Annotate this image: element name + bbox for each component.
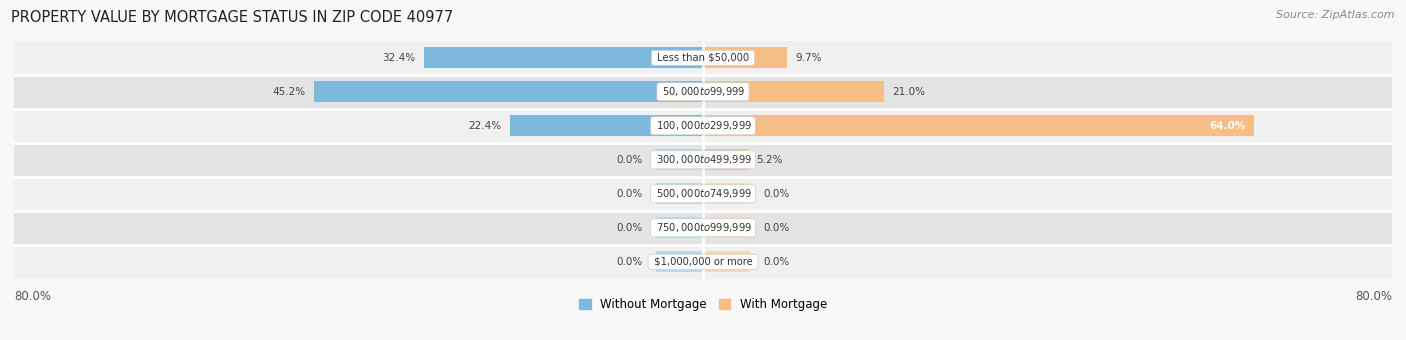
- Text: $50,000 to $99,999: $50,000 to $99,999: [659, 85, 747, 98]
- Text: 0.0%: 0.0%: [616, 155, 643, 165]
- Bar: [703, 149, 748, 170]
- Text: 21.0%: 21.0%: [893, 87, 925, 97]
- Text: $500,000 to $749,999: $500,000 to $749,999: [652, 187, 754, 200]
- Bar: [314, 81, 703, 102]
- Text: 0.0%: 0.0%: [616, 223, 643, 233]
- Bar: [425, 47, 703, 68]
- Text: $1,000,000 or more: $1,000,000 or more: [651, 257, 755, 267]
- Bar: [655, 183, 703, 204]
- Bar: [14, 41, 1392, 75]
- Text: $750,000 to $999,999: $750,000 to $999,999: [652, 221, 754, 234]
- Bar: [703, 115, 1254, 136]
- Text: 22.4%: 22.4%: [468, 121, 502, 131]
- Bar: [14, 211, 1392, 245]
- Text: 45.2%: 45.2%: [271, 87, 305, 97]
- Text: 0.0%: 0.0%: [616, 257, 643, 267]
- Bar: [510, 115, 703, 136]
- Bar: [14, 109, 1392, 143]
- Bar: [14, 143, 1392, 177]
- Text: 0.0%: 0.0%: [763, 257, 790, 267]
- Bar: [655, 217, 703, 238]
- Bar: [703, 47, 786, 68]
- Text: 32.4%: 32.4%: [382, 53, 415, 63]
- Text: Source: ZipAtlas.com: Source: ZipAtlas.com: [1277, 10, 1395, 20]
- Legend: Without Mortgage, With Mortgage: Without Mortgage, With Mortgage: [574, 293, 832, 316]
- Bar: [703, 183, 751, 204]
- Text: 0.0%: 0.0%: [616, 189, 643, 199]
- Bar: [703, 217, 751, 238]
- Text: 9.7%: 9.7%: [796, 53, 821, 63]
- Bar: [655, 149, 703, 170]
- Text: 80.0%: 80.0%: [14, 290, 51, 303]
- Text: 5.2%: 5.2%: [756, 155, 783, 165]
- Text: Less than $50,000: Less than $50,000: [654, 53, 752, 63]
- Bar: [655, 251, 703, 272]
- Text: $300,000 to $499,999: $300,000 to $499,999: [652, 153, 754, 166]
- Bar: [703, 251, 751, 272]
- Bar: [14, 177, 1392, 211]
- Text: 0.0%: 0.0%: [763, 223, 790, 233]
- Bar: [14, 75, 1392, 109]
- Text: PROPERTY VALUE BY MORTGAGE STATUS IN ZIP CODE 40977: PROPERTY VALUE BY MORTGAGE STATUS IN ZIP…: [11, 10, 454, 25]
- Text: $100,000 to $299,999: $100,000 to $299,999: [654, 119, 752, 132]
- Text: 64.0%: 64.0%: [1209, 121, 1246, 131]
- Text: 0.0%: 0.0%: [763, 189, 790, 199]
- Text: 80.0%: 80.0%: [1355, 290, 1392, 303]
- Bar: [703, 81, 884, 102]
- Bar: [14, 245, 1392, 279]
